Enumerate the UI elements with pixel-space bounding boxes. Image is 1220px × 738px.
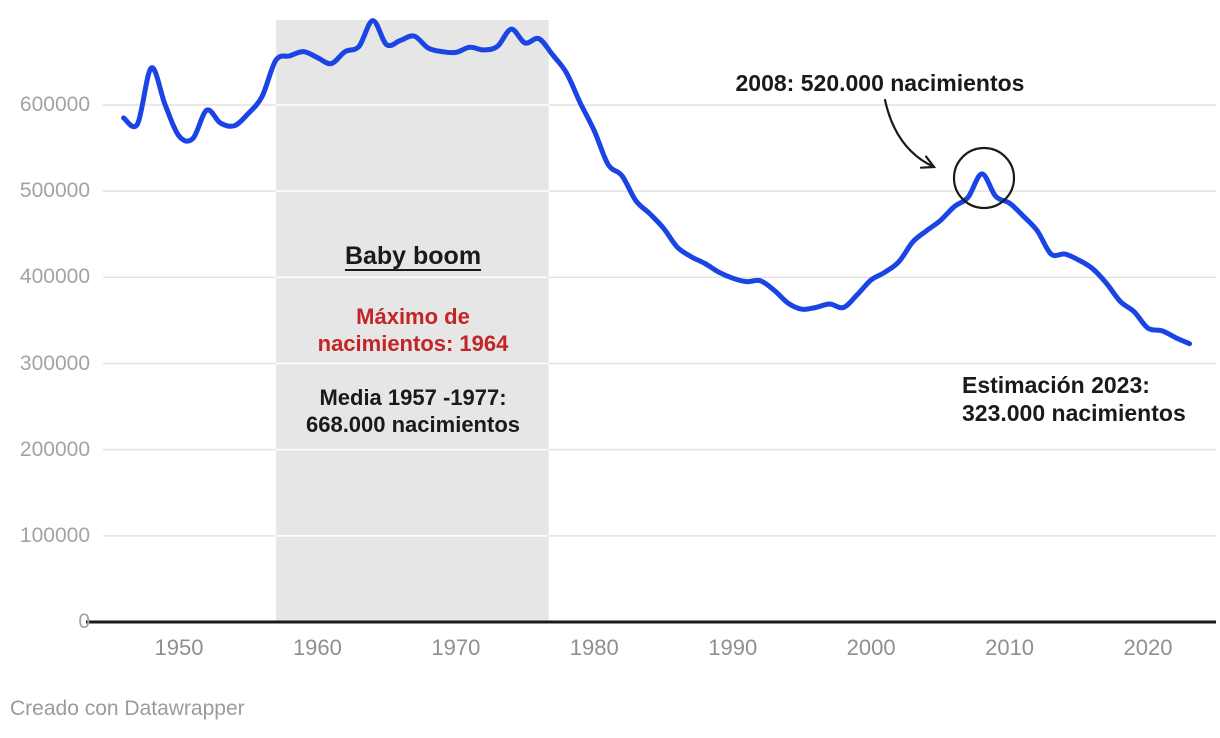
x-tick-label: 2020 <box>1123 635 1173 660</box>
x-tick-label: 1960 <box>292 635 342 660</box>
estimation-2023-annotation: Estimación 2023: 323.000 nacimientos <box>962 371 1186 427</box>
baby-boom-media-annotation: Media 1957 -1977: 668.000 nacimientos <box>277 384 549 438</box>
media-line-2: 668.000 nacimientos <box>305 412 520 437</box>
x-tick-label: 1980 <box>569 635 619 660</box>
datawrapper-attribution: Creado con Datawrapper <box>10 697 245 720</box>
y-tick-label: 300000 <box>19 351 90 375</box>
y-tick-label: 0 <box>78 610 90 633</box>
y-tick-label: 400000 <box>19 265 90 289</box>
x-tick-label: 1990 <box>708 635 758 660</box>
max-line-2: nacimientos: 1964 <box>317 331 509 356</box>
baby-boom-max-annotation: Máximo de nacimientos: 1964 <box>277 303 549 357</box>
estimation-line-1: Estimación 2023: <box>962 372 1150 398</box>
births-series-path <box>121 18 1192 347</box>
annotation-arrow <box>883 98 937 169</box>
y-tick-label: 200000 <box>19 437 90 461</box>
estimation-line-2: 323.000 nacimientos <box>962 400 1186 426</box>
births-line <box>121 18 1192 347</box>
gridlines <box>103 104 1216 537</box>
baby-boom-title: Baby boom <box>344 242 482 270</box>
peak-2008-annotation: 2008: 520.000 nacimientos <box>735 70 1025 96</box>
x-tick-label: 2000 <box>846 635 896 660</box>
media-line-1: Media 1957 -1977: <box>319 385 507 410</box>
y-tick-label: 100000 <box>19 523 90 547</box>
x-tick-label: 1950 <box>154 635 204 660</box>
x-tick-label: 2010 <box>985 635 1035 660</box>
x-tick-label: 1970 <box>431 635 481 660</box>
baby-boom-band <box>275 20 549 621</box>
y-tick-label: 600000 <box>19 93 90 116</box>
highlight-range-rect <box>275 20 549 621</box>
annotation-circle <box>952 146 1016 210</box>
y-tick-label: 500000 <box>19 179 90 203</box>
max-line-1: Máximo de <box>356 304 470 329</box>
